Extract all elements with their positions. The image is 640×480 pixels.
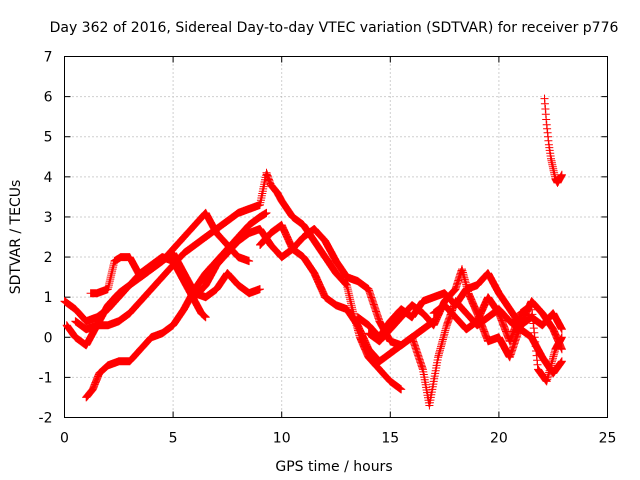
y-tick-label: 2 xyxy=(44,250,53,266)
y-tick-label: -1 xyxy=(39,370,53,386)
y-tick-label: 5 xyxy=(44,130,53,146)
plot-frame xyxy=(64,56,608,418)
x-tick-labels: 0 5 10 15 20 25 xyxy=(60,431,616,447)
y-tick-label: 0 xyxy=(44,330,53,346)
chart-title: Day 362 of 2016, Sidereal Day-to-day VTE… xyxy=(50,20,619,36)
y-tick-label: 3 xyxy=(44,210,53,226)
x-tick-label: 15 xyxy=(381,431,399,447)
y-tick-label: 1 xyxy=(44,290,53,306)
series-track-10 xyxy=(429,293,566,386)
y-tick-label: 6 xyxy=(44,90,53,106)
y-axis-label: SDTVAR / TECUs xyxy=(8,180,24,295)
grid-lines xyxy=(64,56,608,418)
x-tick-label: 0 xyxy=(60,431,69,447)
x-tick-label: 10 xyxy=(273,431,291,447)
y-tick-label: 4 xyxy=(44,170,53,186)
x-tick-label: 5 xyxy=(169,431,178,447)
x-axis-label: GPS time / hours xyxy=(275,459,392,475)
axis-ticks xyxy=(64,56,608,418)
series-track-11 xyxy=(540,94,566,187)
y-tick-labels: -2 -1 0 1 2 3 4 5 6 7 xyxy=(39,50,53,427)
x-tick-label: 25 xyxy=(599,431,617,447)
series-track-4 xyxy=(86,249,264,302)
x-tick-label: 20 xyxy=(490,431,508,447)
series-track-9 xyxy=(364,265,566,362)
data-points xyxy=(60,94,566,410)
y-tick-label: -2 xyxy=(39,411,53,427)
y-tick-label: 7 xyxy=(44,50,53,66)
